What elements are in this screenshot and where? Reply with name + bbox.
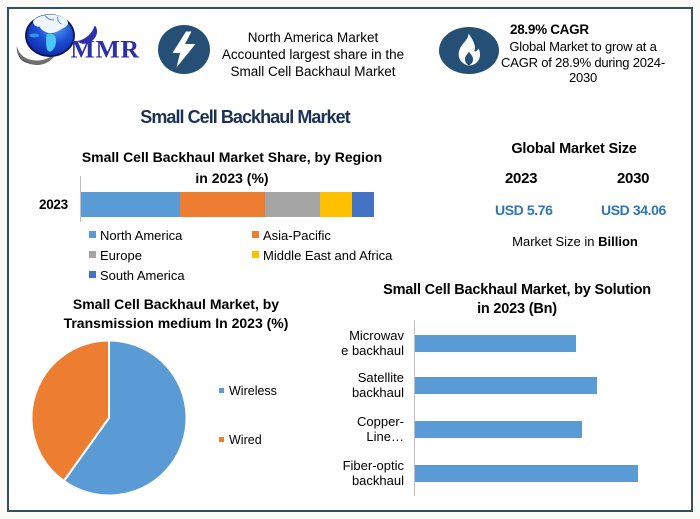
svg-text:MMR: MMR xyxy=(71,35,141,64)
